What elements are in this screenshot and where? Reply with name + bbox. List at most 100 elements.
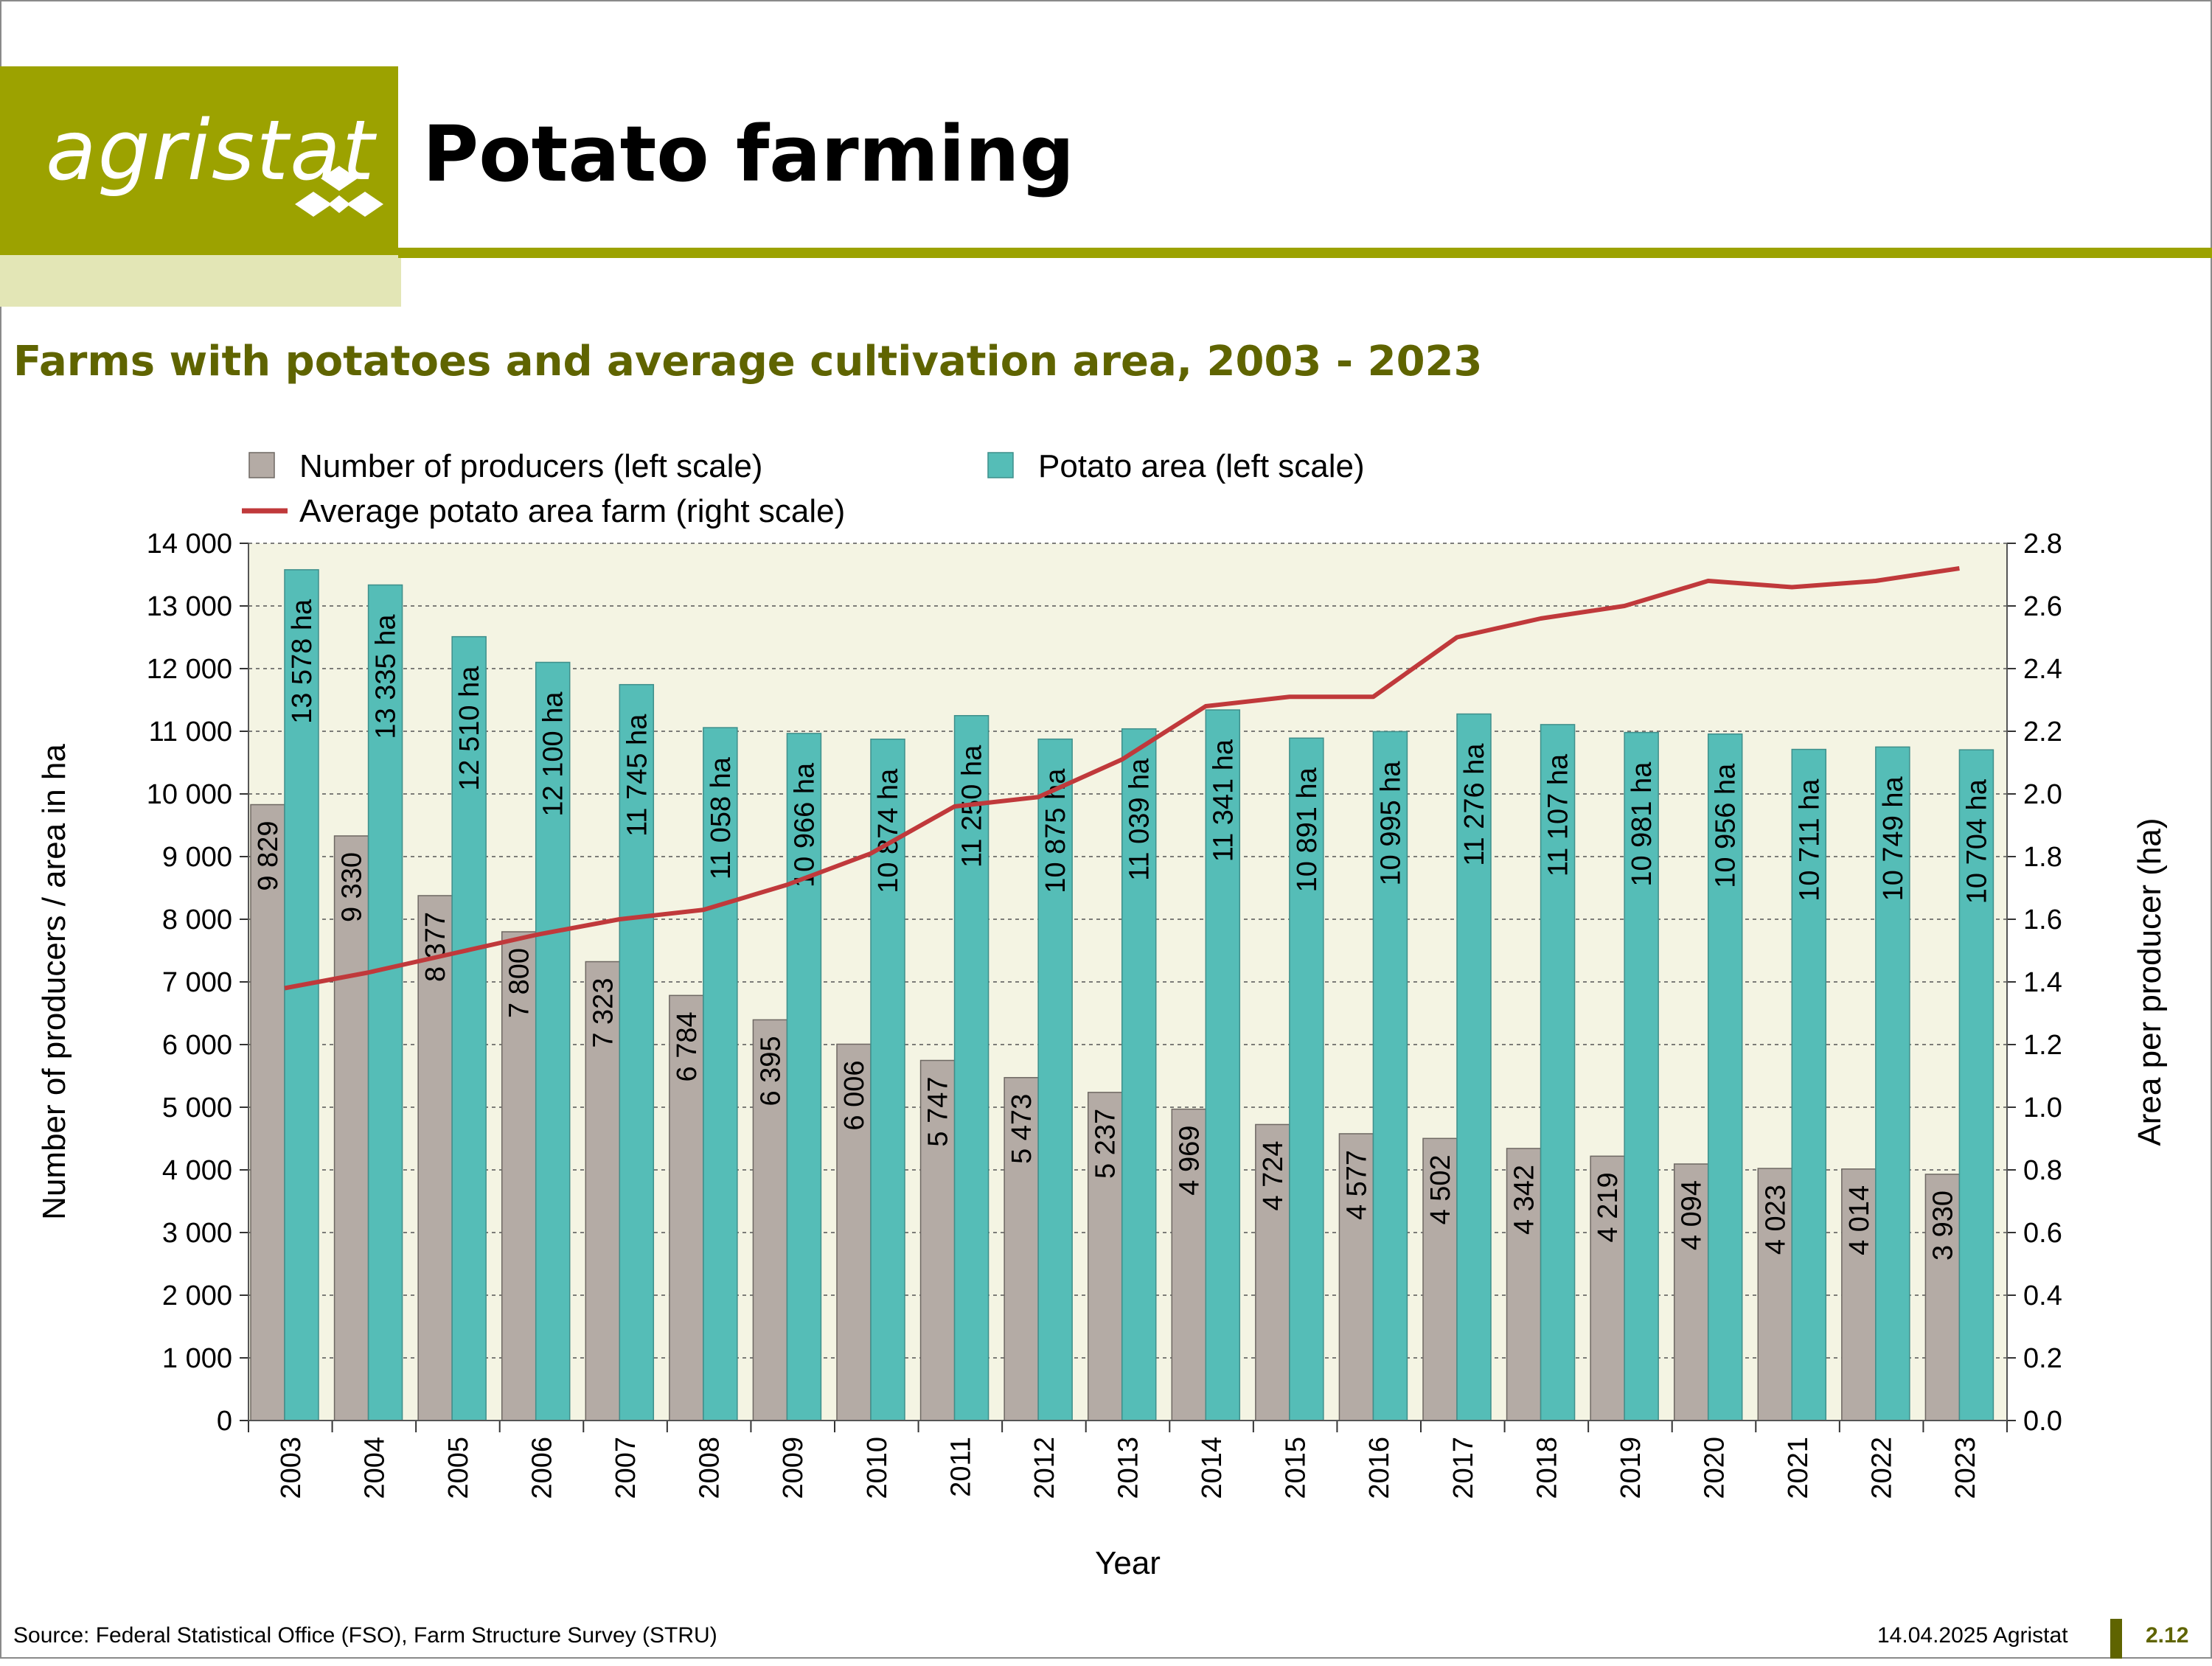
area-data-label: 11 107 ha: [1543, 753, 1574, 876]
x-axis-title: Year: [1095, 1545, 1161, 1581]
area-data-label: 10 995 ha: [1375, 761, 1406, 886]
producers-data-label: 6 006: [839, 1060, 870, 1130]
x-tick-label: 2004: [359, 1437, 390, 1499]
producers-bar: [1924, 1174, 1961, 1421]
legend-area-label: Potato area (left scale): [1038, 448, 1365, 484]
x-tick-label: 2023: [1950, 1437, 1981, 1499]
y-tick-label: 1 000: [162, 1343, 232, 1374]
x-tick-label: 2003: [276, 1437, 307, 1499]
area-bar: [1707, 733, 1743, 1421]
y-tick-label: 14 000: [147, 529, 232, 560]
area-data-label: 10 704 ha: [1961, 778, 1992, 904]
y-right-tick-label: 1.6: [2023, 905, 2062, 935]
footer-divider: [2110, 1619, 2122, 1659]
legend-producers-label: Number of producers (left scale): [299, 448, 762, 484]
area-data-label: 13 578 ha: [287, 599, 318, 724]
producers-bar: [1255, 1123, 1290, 1421]
producers-data-label: 4 342: [1509, 1165, 1540, 1235]
producers-bar: [250, 804, 285, 1421]
y-axis-title: Number of producers / area in ha: [36, 744, 72, 1220]
y-right-tick-label: 1.4: [2023, 967, 2062, 998]
y-right-tick-label: 0.2: [2023, 1343, 2062, 1374]
logo-text: agristat: [46, 103, 376, 199]
area-data-label: 11 341 ha: [1208, 739, 1239, 862]
producers-data-label: 6 784: [672, 1011, 703, 1081]
producers-data-label: 4 014: [1844, 1185, 1875, 1255]
y-tick-label: 0: [217, 1406, 232, 1437]
legend-area-swatch: [987, 452, 1014, 478]
producers-bar: [1673, 1163, 1709, 1421]
area-data-label: 10 891 ha: [1292, 767, 1323, 892]
average-area-line: [284, 566, 1960, 991]
y-right-tick-label: 0.6: [2023, 1218, 2062, 1249]
logo-underlay: [0, 255, 401, 307]
area-bar: [703, 727, 738, 1421]
y-right-tick-label: 1.0: [2023, 1092, 2062, 1123]
agristat-logo: [0, 66, 398, 255]
producers-data-label: 4 724: [1258, 1140, 1289, 1210]
y-right-tick-label: 1.8: [2023, 842, 2062, 873]
area-bar: [1875, 746, 1910, 1421]
producers-bar: [1841, 1168, 1877, 1421]
x-tick-label: 2017: [1448, 1437, 1479, 1499]
page-number: 2.12: [2146, 1623, 2189, 1648]
x-tick-label: 2005: [443, 1437, 474, 1499]
y-right-tick-label: 1.2: [2023, 1030, 2062, 1061]
legend-producers-swatch: [248, 452, 275, 478]
x-tick-label: 2010: [862, 1437, 893, 1499]
y-right-tick-label: 0.4: [2023, 1280, 2062, 1311]
area-data-label: 10 956 ha: [1711, 763, 1742, 888]
area-data-label: 11 745 ha: [622, 714, 653, 837]
y-tick-label: 13 000: [147, 591, 232, 622]
producers-data-label: 3 930: [1927, 1191, 1958, 1261]
producers-data-label: 7 800: [504, 948, 535, 1018]
producers-data-label: 5 473: [1006, 1094, 1037, 1164]
y-tick-label: 5 000: [162, 1092, 232, 1123]
area-data-label: 13 335 ha: [371, 614, 402, 739]
y-right-tick-label: 2.0: [2023, 779, 2062, 810]
area-data-label: 10 966 ha: [789, 762, 820, 888]
y-right-tick-label: 2.6: [2023, 591, 2062, 622]
x-tick-label: 2007: [611, 1437, 641, 1499]
y-tick-label: 4 000: [162, 1155, 232, 1186]
x-tick-label: 2012: [1029, 1437, 1060, 1499]
area-bar: [1121, 728, 1157, 1421]
producers-data-label: 4 969: [1174, 1126, 1205, 1196]
producers-bar: [1171, 1108, 1207, 1421]
area-bar: [1289, 737, 1324, 1421]
area-data-label: 12 100 ha: [538, 691, 569, 817]
producers-bar: [919, 1059, 956, 1421]
area-data-label: 11 276 ha: [1459, 743, 1490, 866]
producers-data-label: 8 377: [420, 912, 451, 982]
producers-data-label: 5 747: [923, 1077, 954, 1147]
y-right-tick-label: 0.0: [2023, 1406, 2062, 1437]
producers-bar: [333, 835, 369, 1421]
y-tick-label: 8 000: [162, 905, 232, 935]
producers-data-label: 4 094: [1677, 1180, 1708, 1250]
producers-bar: [417, 895, 453, 1421]
y-right-tick-label: 2.2: [2023, 717, 2062, 747]
y-tick-label: 3 000: [162, 1218, 232, 1249]
producers-data-label: 6 395: [755, 1036, 786, 1106]
producers-data-label: 4 577: [1341, 1150, 1372, 1220]
producers-data-label: 4 219: [1593, 1172, 1624, 1242]
y-right-axis-title: Area per producer (ha): [2132, 818, 2168, 1146]
x-tick-label: 2014: [1197, 1437, 1228, 1499]
x-tick-label: 2019: [1615, 1437, 1646, 1499]
y-tick-label: 11 000: [149, 717, 232, 747]
x-tick-label: 2006: [527, 1437, 558, 1499]
chart-title: Farms with potatoes and average cultivat…: [13, 338, 1483, 386]
y-tick-label: 10 000: [147, 779, 232, 810]
area-bar: [451, 635, 487, 1421]
producers-data-label: 5 237: [1091, 1109, 1121, 1179]
producers-bar: [1004, 1077, 1039, 1421]
y-tick-label: 6 000: [162, 1030, 232, 1061]
x-tick-label: 2015: [1281, 1437, 1312, 1499]
y-tick-label: 12 000: [147, 654, 232, 685]
area-bar: [284, 569, 319, 1421]
producers-bar: [585, 961, 621, 1421]
source-note: Source: Federal Statistical Office (FSO)…: [13, 1623, 717, 1648]
area-bar: [786, 733, 822, 1421]
producers-data-label: 9 829: [253, 821, 284, 891]
